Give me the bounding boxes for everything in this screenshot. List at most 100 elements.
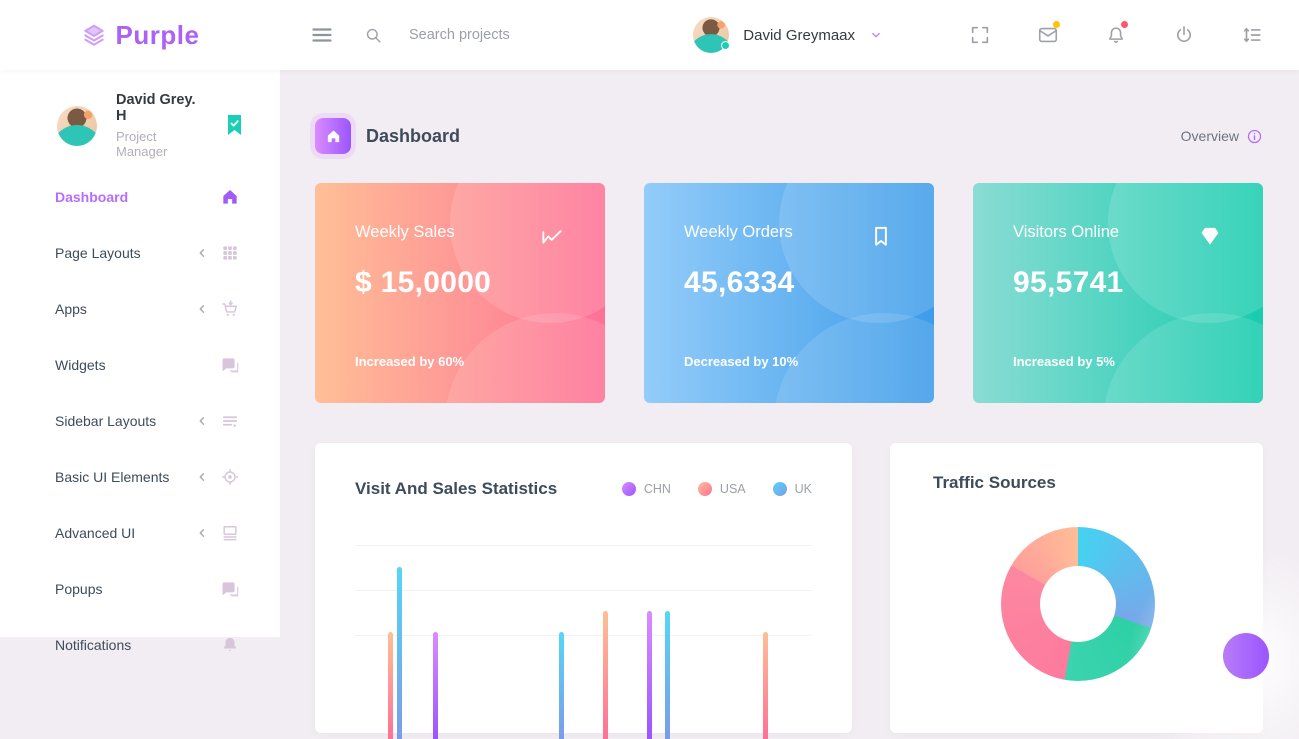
bar-usa: [763, 632, 768, 739]
weekly-orders-card[interactable]: Weekly Orders 45,6334 Decreased by 10%: [644, 183, 934, 403]
bar-chn: [647, 611, 652, 739]
legend-item-chn: CHN: [621, 482, 671, 496]
weekly-sales-card[interactable]: Weekly Sales $ 15,0000 Increased by 60%: [315, 183, 605, 403]
menu-toggle-icon[interactable]: [310, 23, 334, 47]
stat-value: $ 15,0000: [355, 266, 492, 299]
avatar: [693, 17, 731, 53]
power-icon[interactable]: [1173, 24, 1195, 46]
page-title-wrap: Dashboard: [315, 118, 460, 154]
stat-title: Weekly Sales: [355, 223, 455, 241]
brand-name: Purple: [115, 19, 200, 50]
sidebar-item-sidebar-layouts[interactable]: Sidebar Layouts: [0, 393, 280, 449]
bar-usa: [388, 632, 393, 739]
legend-dot: [772, 482, 787, 496]
profile-name: David Grey. H: [116, 92, 196, 124]
stat-cards-row: Weekly Sales $ 15,0000 Increased by 60% …: [315, 183, 1263, 403]
decor-circle: [779, 183, 934, 323]
info-icon[interactable]: [1246, 128, 1263, 145]
search-input[interactable]: [409, 27, 609, 43]
home-icon-badge: [315, 118, 351, 154]
bar-chart: [355, 543, 812, 739]
main-content: Dashboard Overview Weekly Sales: [280, 70, 1299, 739]
chevron-left-icon: [195, 246, 209, 260]
bookmark-icon: [868, 223, 894, 249]
chevron-left-icon: [195, 414, 209, 428]
gridline: [355, 590, 812, 591]
decor-circle: [445, 313, 605, 403]
legend-item-uk: UK: [772, 482, 812, 496]
legend-item-usa: USA: [697, 482, 746, 496]
chat-icon: [220, 579, 240, 599]
grid-icon: [220, 243, 240, 263]
navbar-icons: [923, 21, 1263, 46]
sidebar-item-advanced-ui[interactable]: Advanced UI: [0, 505, 280, 561]
diamond-icon: [1197, 223, 1223, 249]
bottom-cards-row: Visit And Sales Statistics CHN USA UK: [315, 443, 1263, 739]
chevron-left-icon: [195, 526, 209, 540]
fullscreen-icon[interactable]: [969, 24, 991, 46]
traffic-sources-card: Traffic Sources: [890, 443, 1263, 733]
stat-caption: Increased by 5%: [1013, 354, 1115, 369]
list-lines-icon: [220, 411, 240, 431]
search-box: [364, 26, 609, 45]
sidebar-item-basic-ui-elements[interactable]: Basic UI Elements: [0, 449, 280, 505]
legend-dot: [697, 482, 712, 496]
bar-uk: [397, 567, 402, 739]
status-dot: [721, 41, 731, 50]
sidebar-item-apps[interactable]: Apps: [0, 281, 280, 337]
visitors-online-card[interactable]: Visitors Online 95,5741 Increased by 5%: [973, 183, 1263, 403]
username: David Greymaax: [743, 26, 855, 44]
sidebar-item-dashboard[interactable]: Dashboard: [0, 169, 280, 225]
sidebar-item-page-layouts[interactable]: Page Layouts: [0, 225, 280, 281]
legend-dot: [621, 482, 636, 496]
cart-icon: [220, 299, 240, 319]
overview[interactable]: Overview: [1181, 128, 1263, 145]
target-icon: [220, 467, 240, 487]
page-title: Dashboard: [366, 125, 461, 146]
sidebar: David Grey. H Project Manager Dashboard …: [0, 70, 280, 653]
donut-chart: [1001, 527, 1155, 681]
chevron-left-icon: [195, 470, 209, 484]
gridline: [355, 635, 812, 636]
search-icon: [364, 26, 383, 45]
stat-value: 45,6334: [684, 266, 795, 299]
visit-sales-card: Visit And Sales Statistics CHN USA UK: [315, 443, 852, 739]
brand[interactable]: Purple: [0, 0, 280, 70]
sidebar-item-widgets[interactable]: Widgets: [0, 337, 280, 393]
page-header: Dashboard Overview: [315, 118, 1263, 154]
stat-title: Weekly Orders: [684, 223, 793, 241]
sidebar-profile[interactable]: David Grey. H Project Manager: [0, 70, 280, 167]
bar-uk: [665, 611, 670, 739]
sidebar-nav: Dashboard Page Layouts: [0, 169, 280, 673]
bookmark-check-icon: [227, 115, 242, 136]
stat-value: 95,5741: [1013, 266, 1124, 299]
overview-label: Overview: [1180, 128, 1239, 144]
stat-caption: Increased by 60%: [355, 354, 465, 369]
layers-icon: [81, 22, 107, 48]
screen-lines-icon: [220, 523, 240, 543]
chart-legend: CHN USA UK: [621, 482, 812, 496]
gridline: [355, 545, 812, 546]
user-menu[interactable]: David Greymaax: [693, 17, 883, 53]
top-navbar: Purple David Greymaax: [0, 0, 1299, 70]
decor-circle: [1108, 183, 1263, 323]
sidebar-avatar: [57, 105, 97, 146]
chevron-down-icon: [869, 28, 883, 42]
traffic-sources-title: Traffic Sources: [933, 473, 1056, 492]
chevron-left-icon: [195, 302, 209, 316]
home-icon: [220, 187, 240, 207]
bar-usa: [603, 611, 608, 739]
bell-badge-dot: [1121, 21, 1128, 28]
bell-icon[interactable]: [1105, 21, 1128, 46]
chart-line-icon: [539, 223, 565, 249]
bar-uk: [559, 632, 564, 739]
mail-icon[interactable]: [1037, 21, 1060, 46]
decor-circle: [450, 183, 605, 323]
profile-role: Project Manager: [116, 129, 168, 159]
stat-caption: Decreased by 10%: [684, 354, 799, 369]
donut-hole: [1040, 566, 1116, 642]
line-spacing-icon[interactable]: [1241, 24, 1263, 46]
sidebar-item-popups[interactable]: Popups: [0, 561, 280, 617]
chat-icon: [220, 355, 240, 375]
navbar-right: David Greymaax: [693, 17, 1263, 53]
